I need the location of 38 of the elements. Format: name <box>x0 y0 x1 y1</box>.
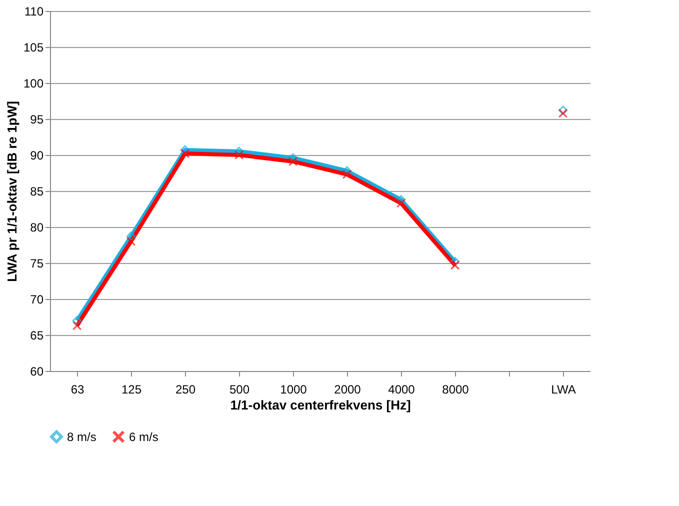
point <box>180 148 190 158</box>
y-tick-label: 100 <box>23 76 44 90</box>
point <box>72 316 82 326</box>
point <box>234 150 244 160</box>
point <box>342 170 352 180</box>
y-tick-label: 95 <box>30 112 44 126</box>
x-tick-label: LWA <box>551 382 576 396</box>
point <box>288 156 298 166</box>
y-tick-label: 110 <box>24 4 44 18</box>
x-tick-label: 125 <box>121 382 142 396</box>
y-tick-label: 70 <box>30 292 44 306</box>
point <box>396 198 406 208</box>
x-tick-label: 500 <box>229 382 250 396</box>
y-tick-label: 105 <box>23 40 44 54</box>
y-tick-label: 80 <box>30 220 44 234</box>
x-tick-label: 4000 <box>388 382 416 396</box>
point <box>342 166 352 176</box>
point <box>126 236 136 246</box>
point <box>396 195 406 204</box>
y-tick-label: 75 <box>30 256 44 270</box>
legend-label: 8 m/s <box>67 430 96 444</box>
point <box>558 108 568 118</box>
y-tick-label: 60 <box>30 364 44 378</box>
point <box>126 232 136 241</box>
x-axis-title: 1/1-oktav centerfrekvens [Hz] <box>230 398 411 412</box>
y-tick-label: 65 <box>30 328 44 342</box>
y-tick-label: 90 <box>30 148 44 162</box>
y-tick-label: 85 <box>30 184 44 198</box>
point <box>558 106 568 115</box>
x-tick-label: 1000 <box>280 382 308 396</box>
point <box>72 321 82 330</box>
point <box>450 260 460 270</box>
x-tick-label: 63 <box>70 382 84 396</box>
legend-label: 6 m/s <box>129 430 158 444</box>
x-tick-label: 250 <box>175 382 196 396</box>
y-axis-title: LWA pr 1/1-oktav [dB re 1pW] <box>4 101 20 282</box>
x-tick-label: 2000 <box>334 382 362 396</box>
x-tick-label: 8000 <box>442 382 470 396</box>
